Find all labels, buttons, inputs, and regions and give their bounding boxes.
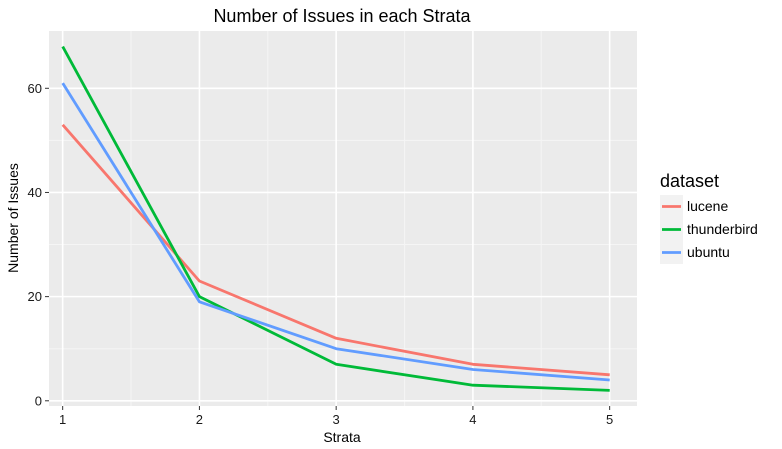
y-axis-title: Number of Issues — [5, 163, 21, 273]
chart-title: Number of Issues in each Strata — [213, 6, 471, 26]
x-axis-title: Strata — [323, 429, 361, 445]
x-tick-label: 3 — [333, 412, 340, 427]
y-axis-ticks: 0 20 40 60 — [28, 81, 49, 408]
legend-label-thunderbird: thunderbird — [687, 221, 758, 237]
legend-label-ubuntu: ubuntu — [687, 244, 730, 260]
legend: dataset lucene thunderbird ubuntu — [660, 171, 758, 264]
y-tick-label: 60 — [28, 81, 42, 96]
x-tick-label: 4 — [469, 412, 476, 427]
legend-items: lucene thunderbird ubuntu — [660, 195, 758, 264]
y-tick-label: 40 — [28, 185, 42, 200]
legend-title: dataset — [660, 171, 719, 191]
series-line-thunderbird — [61, 45, 610, 392]
x-tick-label: 5 — [606, 412, 613, 427]
x-axis-ticks: 1 2 3 4 5 — [59, 406, 613, 427]
grid-minor — [49, 31, 637, 406]
x-tick-label: 2 — [196, 412, 203, 427]
grid-major — [49, 31, 637, 406]
legend-label-lucene: lucene — [687, 198, 728, 214]
series-lines — [61, 45, 610, 392]
y-tick-label: 0 — [35, 393, 42, 408]
x-tick-label: 1 — [59, 412, 66, 427]
series-line-ubuntu — [61, 82, 610, 382]
y-tick-label: 20 — [28, 289, 42, 304]
